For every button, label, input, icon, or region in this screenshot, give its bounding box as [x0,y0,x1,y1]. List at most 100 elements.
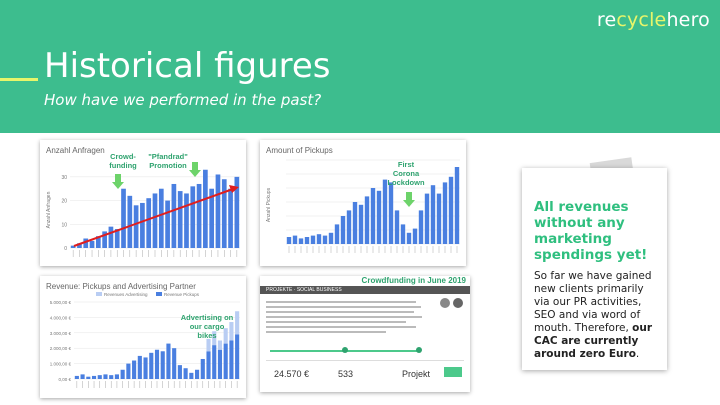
bar-pickups [172,348,177,379]
crowdfunding-tag: PROJEKTE · SOCIAL BUSINESS [266,287,342,293]
bar [102,231,107,248]
bar-pickups [195,369,200,379]
bar [114,229,120,248]
bar [196,183,202,248]
bar [334,224,340,244]
y-tick-label: 3.000,00 € [50,331,72,336]
chart-requests-card: Anzahl Anfragen 0 10 20 30 Anzahl Anfragen C… [40,140,246,266]
chart-revenue-title: Revenue: Pickups and Advertising Partner [46,282,196,291]
legend-swatch [96,292,102,296]
bar [133,205,139,248]
bar-pickups [217,349,223,379]
bar [215,174,221,248]
bar-pickups [120,369,125,379]
title-accent-line [0,78,38,81]
bar [346,210,352,244]
bar [424,193,430,244]
bar-pickups [74,375,79,379]
bar-pickups [229,340,234,379]
summary-body: So far we have gained new clients primar… [534,270,653,360]
bar [83,238,89,248]
bar [442,182,448,244]
bar-advertising [223,328,228,344]
annotation-pfandrad: "Pfandrad" Promotion [148,152,188,170]
y-axis-label: Anzahl Anfragen [46,191,52,228]
bar [70,245,76,248]
bar-pickups [91,375,97,379]
bar [95,236,101,248]
crowdfunding-stats-row: 24.570 € 533 Projekt [266,360,464,387]
bar [234,176,240,248]
bar-pickups [132,360,137,379]
bar [454,167,460,244]
chart-revenue-svg: 0,00 € 1.000,00 € 2.000,00 € 3.000,00 € 4.00… [50,292,240,388]
bar [322,235,328,244]
y-tick-label: 10 [61,222,67,228]
bar [228,188,233,248]
green-arrow [112,182,124,189]
bar [370,188,376,244]
bar [376,190,382,244]
bar [430,185,436,244]
crowdfunding-topbar [260,286,470,294]
bar [400,224,406,244]
y-tick-label: 4.000,00 € [50,315,72,320]
bar [292,235,298,244]
annotation-advertising: Advertising on our cargo bikes [180,313,234,340]
bar [412,228,418,244]
green-arrow [189,170,201,177]
bar-pickups [206,351,211,379]
legend-swatch [156,292,162,296]
crowdfunding-label: Crowdfunding in June 2019 [361,276,466,285]
bar [190,186,196,248]
y-tick-label: 30 [61,175,67,181]
progress-marker [416,347,422,353]
bar [304,237,310,244]
green-arrow [403,200,415,207]
bar [316,234,322,244]
chart-pickups-svg: Anzahl Pickups [266,159,460,253]
bar-advertising [235,311,240,335]
bar-pickups [103,374,108,379]
page-subtitle: How have we performed in the past? [44,91,322,109]
trend-arrow [73,188,234,247]
bar [448,176,454,244]
support-button[interactable] [444,367,462,377]
y-tick-label: 0 [64,246,67,252]
bar-pickups [160,351,165,379]
bar-pickups [189,372,194,379]
bar-pickups [143,357,148,379]
bar [352,202,358,244]
bar [358,204,364,244]
bar [406,232,412,244]
bar-pickups [86,376,91,379]
bar [388,182,394,244]
bar [184,193,189,248]
y-tick-label: 1.000,00 € [50,362,72,367]
bar [394,210,400,244]
summary-card: All revenues without any marketing spend… [522,168,667,370]
bar-pickups [126,363,131,379]
bar-pickups [212,345,217,379]
bar [203,169,208,248]
y-tick-label: 5.000,00 € [50,300,72,305]
bar-pickups [200,358,205,379]
chart-pickups-title: Amount of Pickups [266,146,333,155]
bar [436,193,442,244]
bar-pickups [223,343,228,379]
progress-marker [342,347,348,353]
bar-pickups [80,374,85,379]
bar [140,202,145,248]
chart-requests-title: Anzahl Anfragen [46,146,105,155]
avatar [440,298,450,308]
crowdfunding-card: Crowdfunding in June 2019 PROJEKTE · SOC… [260,276,470,392]
bar-pickups [154,349,160,379]
bar [108,226,114,248]
bar [328,232,334,244]
bar-advertising [206,338,211,352]
bar-pickups [235,334,240,379]
bar [89,240,95,248]
bar [209,188,215,248]
bar-pickups [97,375,102,379]
bar [171,183,177,248]
